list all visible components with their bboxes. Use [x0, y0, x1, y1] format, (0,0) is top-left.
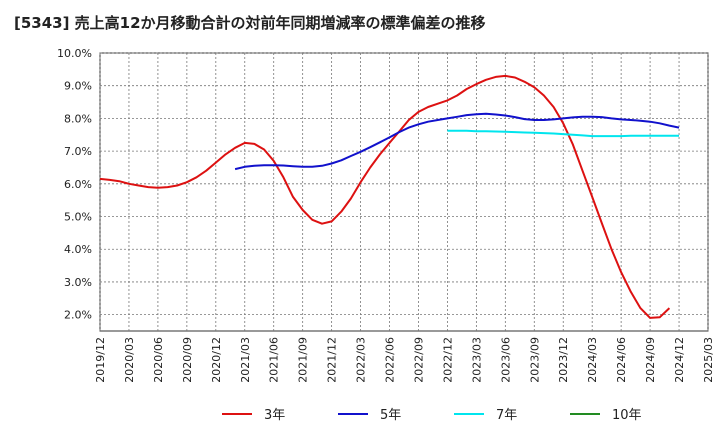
x-tick-label: 2024/12 — [673, 337, 686, 383]
y-tick-label: 9.0% — [64, 80, 92, 93]
x-tick-label: 2023/12 — [557, 337, 570, 383]
y-tick-label: 6.0% — [64, 178, 92, 191]
x-tick-label: 2022/09 — [412, 337, 425, 383]
y-tick-label: 5.0% — [64, 211, 92, 224]
x-tick-label: 2024/06 — [615, 337, 628, 383]
series-line — [234, 112, 680, 171]
y-tick-label: 3.0% — [64, 276, 92, 289]
x-tick-label: 2025/03 — [702, 337, 715, 383]
x-tick-label: 2022/06 — [384, 337, 397, 383]
x-tick-label: 2021/03 — [239, 337, 252, 383]
x-tick-label: 2021/09 — [297, 337, 310, 383]
legend-label: 5年 — [380, 408, 401, 423]
x-tick-label: 2024/09 — [644, 337, 657, 383]
x-tick-label: 2023/09 — [528, 337, 541, 383]
x-tick-label: 2020/06 — [152, 337, 165, 383]
series-line — [447, 129, 679, 138]
x-tick-label: 2022/03 — [355, 337, 368, 383]
x-tick-label: 2023/03 — [470, 337, 483, 383]
x-tick-label: 2021/12 — [326, 337, 339, 383]
legend-label: 10年 — [612, 408, 642, 423]
y-tick-label: 2.0% — [64, 309, 92, 322]
chart-title: [5343] 売上高12か月移動合計の対前年同期増減率の標準偏差の推移 — [14, 14, 486, 32]
legend-label: 7年 — [496, 408, 517, 423]
legend-label: 3年 — [264, 408, 285, 423]
y-tick-label: 4.0% — [64, 243, 92, 256]
x-tick-label: 2019/12 — [94, 337, 107, 383]
series-line — [99, 74, 671, 319]
x-tick-label: 2020/12 — [210, 337, 223, 383]
y-tick-label: 7.0% — [64, 145, 92, 158]
x-tick-label: 2020/09 — [181, 337, 194, 383]
y-tick-label: 10.0% — [57, 47, 92, 60]
y-tick-label: 8.0% — [64, 112, 92, 125]
x-tick-label: 2023/06 — [499, 337, 512, 383]
x-tick-label: 2022/12 — [441, 337, 454, 383]
x-tick-label: 2024/03 — [586, 337, 599, 383]
x-tick-label: 2020/03 — [123, 337, 136, 383]
plot-area — [99, 52, 709, 332]
x-tick-label: 2021/06 — [268, 337, 281, 383]
